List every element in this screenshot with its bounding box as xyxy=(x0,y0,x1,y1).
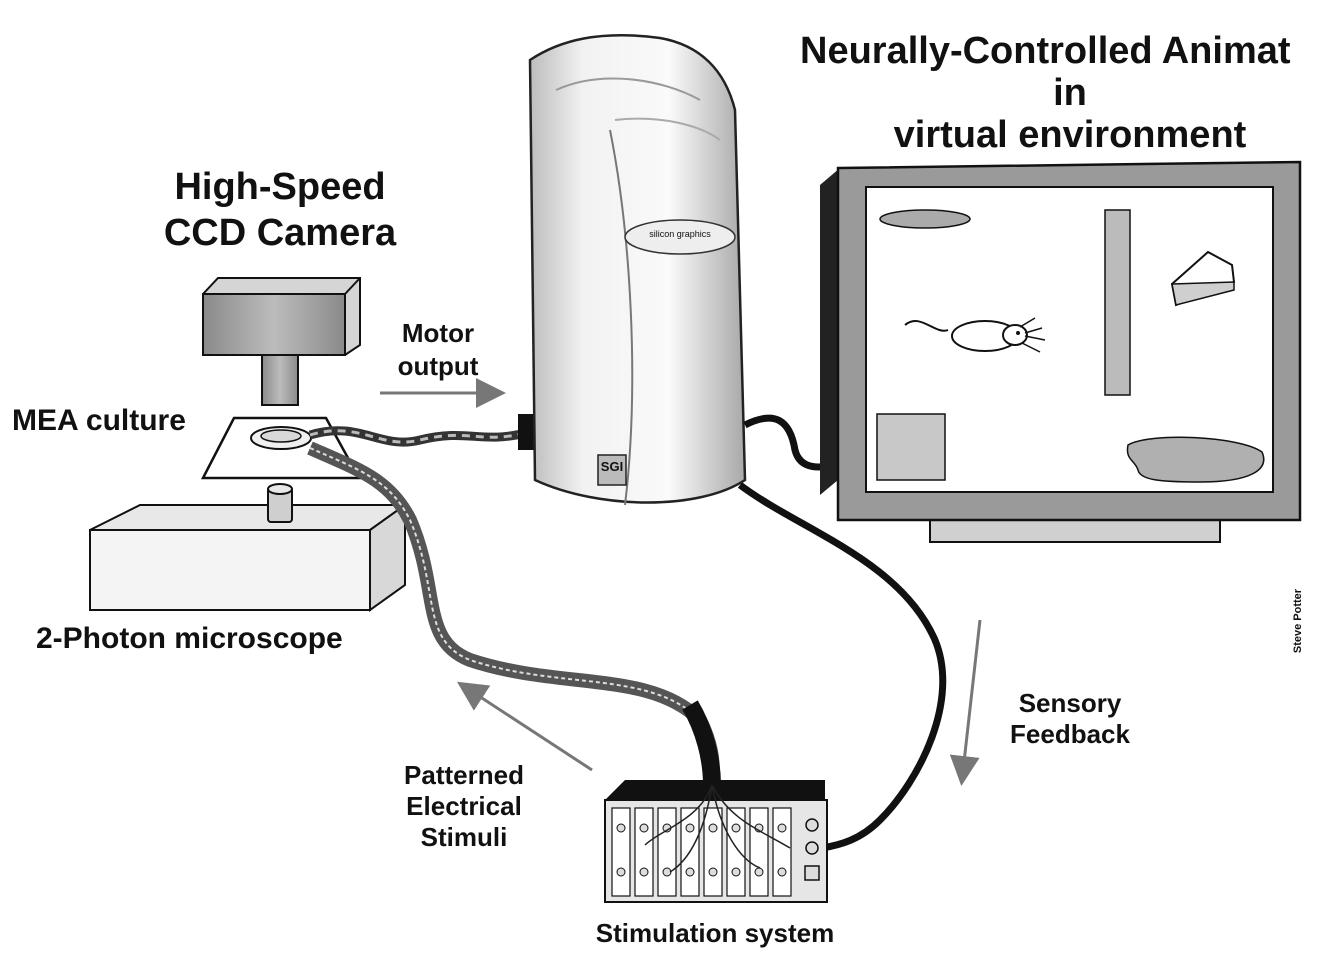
rack-connector xyxy=(685,867,695,877)
camera-label-line-2: CCD Camera xyxy=(163,212,397,254)
stimulation-system-label: Stimulation system xyxy=(595,918,835,948)
rack-slot xyxy=(611,807,631,897)
rack-slot xyxy=(772,807,792,897)
artist-credit: Steve Potter xyxy=(1292,588,1304,654)
rack-connector xyxy=(754,867,764,877)
microscope-base xyxy=(89,503,409,612)
feedback-cable xyxy=(737,482,947,852)
sensory-feedback-label-line-2: Feedback xyxy=(1010,719,1130,749)
square-obstacle xyxy=(876,413,946,481)
objective-lens xyxy=(267,483,293,523)
mouse-icon xyxy=(904,317,1046,353)
mea-culture-label: MEA culture xyxy=(12,404,186,437)
rack-connector xyxy=(708,867,718,877)
motor-output-label-line-2: output xyxy=(397,351,479,381)
title-line-3: virtual environment xyxy=(893,114,1247,156)
monitor xyxy=(820,160,1302,543)
rack-slot xyxy=(657,807,677,897)
virtual-environment xyxy=(876,209,1265,483)
rack-connector xyxy=(616,867,626,877)
stimuli-arrow xyxy=(456,681,593,772)
stimuli-label-line-2: Electrical xyxy=(406,791,522,821)
rack-slot xyxy=(634,807,654,897)
rack-connector xyxy=(639,867,649,877)
cheese-icon xyxy=(1170,250,1236,307)
rack-connector xyxy=(616,823,626,833)
rack-connector xyxy=(731,867,741,877)
stimulation-cable xyxy=(307,441,721,786)
rack-slot xyxy=(749,807,769,897)
microscope-label: 2-Photon microscope xyxy=(36,622,343,655)
rack-connector xyxy=(639,823,649,833)
wall-obstacle xyxy=(1104,209,1131,396)
rack-connector xyxy=(708,823,718,833)
motor-cable xyxy=(308,414,534,450)
rack-slot xyxy=(726,807,746,897)
computer-badge-text: silicon graphics xyxy=(649,229,711,239)
computer-tower xyxy=(528,34,747,506)
title-line-1: Neurally-Controlled Animat xyxy=(800,30,1291,72)
computer-logo: SGI xyxy=(600,459,624,474)
stimuli-label-line-1: Patterned xyxy=(404,760,524,790)
rack-slot xyxy=(703,807,723,897)
rack-connector xyxy=(685,823,695,833)
stimuli-label-line-3: Stimuli xyxy=(420,822,508,852)
sensory-feedback-arrow xyxy=(949,619,982,786)
blob-obstacle xyxy=(1126,436,1265,483)
motor-output-label-line-1: Motor xyxy=(401,318,475,348)
rack-connector xyxy=(777,867,787,877)
camera-label-line-1: High-Speed xyxy=(174,166,386,208)
sensory-feedback-label-line-1: Sensory xyxy=(1018,688,1122,718)
ccd-camera xyxy=(202,277,361,406)
rack-slots xyxy=(611,807,792,897)
rack-connector xyxy=(731,823,741,833)
stimulation-rack xyxy=(604,780,828,903)
rack-connector xyxy=(662,867,672,877)
rack-connector xyxy=(777,823,787,833)
oval-obstacle xyxy=(879,209,971,229)
computer-badge xyxy=(624,219,736,255)
title-line-2: in xyxy=(1053,72,1087,114)
